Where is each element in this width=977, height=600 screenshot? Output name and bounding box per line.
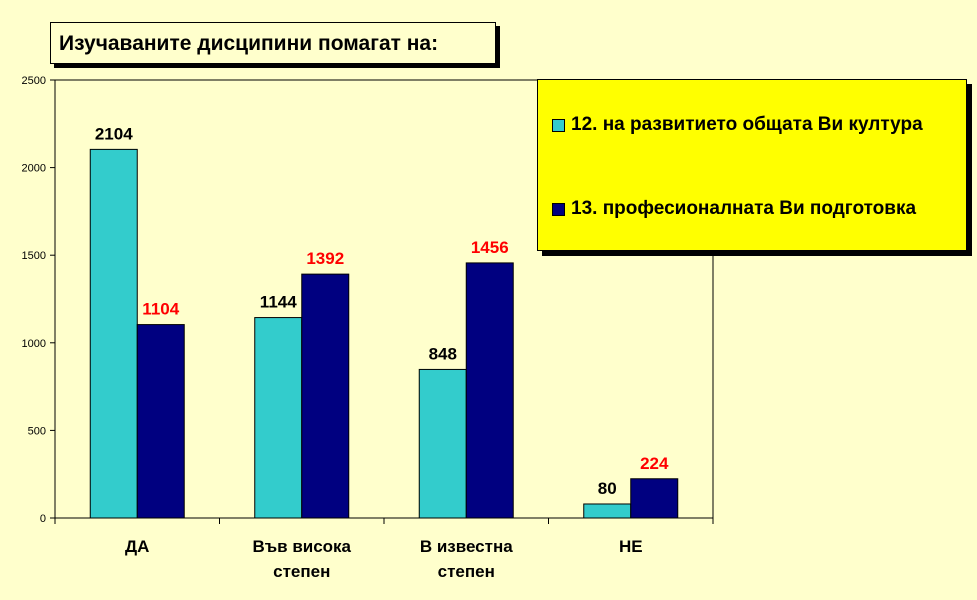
legend-label-series-2: 13. професионалната Ви подготовка	[571, 198, 917, 219]
y-tick-label-0: 0	[40, 513, 46, 525]
category-label-4-line-1: НЕ	[619, 537, 643, 556]
bar-s1-c3	[418, 368, 467, 519]
data-label-s2-c1: 1104	[142, 300, 179, 319]
category-label-3-line-1: В известна	[420, 537, 513, 556]
category-label-2-line-1: Във висока	[252, 537, 351, 556]
data-label-s1-c2: 1144	[260, 293, 297, 312]
legend-swatch-series-1	[552, 118, 565, 132]
y-tick-label-5: 2500	[22, 75, 46, 87]
category-label-3-line-2: степен	[438, 562, 495, 581]
data-label-s2-c2: 1392	[306, 249, 344, 268]
data-label-s1-c4: 80	[598, 479, 617, 498]
data-label-s2-c3: 1456	[471, 238, 509, 257]
data-label-s1-c3: 848	[429, 344, 457, 363]
bar-s2-c3	[465, 262, 514, 519]
bar-s1-c1	[89, 148, 138, 519]
y-tick-label-1: 500	[28, 425, 46, 437]
bar-s1-c2	[254, 317, 303, 519]
bar-s1-c4	[583, 503, 632, 519]
data-label-s2-c4: 224	[640, 454, 669, 473]
y-tick-label-4: 2000	[22, 163, 46, 175]
legend-swatch-series-2	[552, 202, 565, 216]
chart-title: Изучаваните дисципини помагат на:	[50, 22, 496, 64]
data-label-s1-c1: 2104	[95, 124, 133, 143]
legend: 12. на развитието общата Ви култура 13. …	[537, 79, 967, 251]
y-tick-label-2: 1000	[22, 338, 46, 350]
y-tick-label-3: 1500	[22, 250, 46, 262]
category-label-2-line-2: степен	[273, 562, 330, 581]
category-label-1-line-1: ДА	[125, 537, 149, 556]
legend-item-series-1: 12. на развитието общата Ви култура	[552, 114, 923, 136]
bar-s2-c2	[301, 273, 350, 519]
bar-s2-c1	[136, 324, 185, 519]
legend-label-series-1: 12. на развитието общата Ви култура	[571, 114, 923, 135]
bar-s2-c4	[630, 478, 679, 519]
legend-item-series-2: 13. професионалната Ви подготовка	[552, 198, 916, 220]
